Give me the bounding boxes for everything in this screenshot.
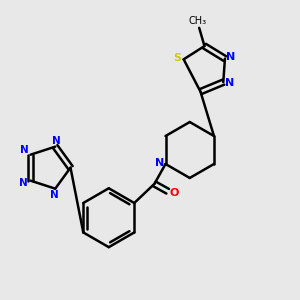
- Text: S: S: [173, 52, 181, 63]
- Text: O: O: [169, 188, 179, 198]
- Text: N: N: [155, 158, 164, 168]
- Text: N: N: [19, 178, 28, 188]
- Text: CH₃: CH₃: [189, 16, 207, 26]
- Text: N: N: [20, 145, 29, 155]
- Text: N: N: [50, 190, 59, 200]
- Text: N: N: [225, 78, 234, 88]
- Text: N: N: [226, 52, 236, 62]
- Text: N: N: [52, 136, 61, 146]
